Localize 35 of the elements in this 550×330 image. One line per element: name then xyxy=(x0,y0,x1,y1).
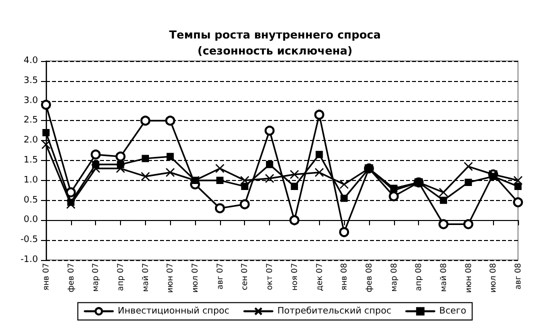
x-tick-label: июл 08 xyxy=(488,263,498,293)
x-tick-label: янв 07 xyxy=(42,263,50,290)
y-tick-label: -0.5 xyxy=(20,235,38,246)
x-tick-label: май 07 xyxy=(140,263,150,292)
y-tick-label: -1.0 xyxy=(20,255,38,265)
y-tick-label: 2.5 xyxy=(24,116,38,126)
y-tick-label: 1.5 xyxy=(24,156,38,166)
legend-label: Инвестиционный спрос xyxy=(118,306,230,316)
x-tick-label: дек 07 xyxy=(314,263,324,292)
x-tick-label: мар 07 xyxy=(91,263,100,292)
chart-title: Темпы роста внутреннего спроса (сезонность исключена) xyxy=(169,28,381,58)
x-tick-label: авг 08 xyxy=(514,263,522,290)
x-tick-label: фев 08 xyxy=(364,263,374,292)
x-tick-label: апр 07 xyxy=(116,263,126,291)
x-tick-label: авг 07 xyxy=(215,263,224,290)
y-tick-label: 1.0 xyxy=(24,175,38,186)
x-tick-label: окт 07 xyxy=(265,263,274,290)
y-tick-label: 2.0 xyxy=(24,136,38,146)
y-tick-label: 3.0 xyxy=(24,96,38,106)
x-tick-label: фев 07 xyxy=(66,263,76,292)
x-tick-label: ноя 07 xyxy=(290,263,299,291)
x-tick-label: июн 07 xyxy=(166,263,175,293)
x-tick-label: июн 08 xyxy=(464,263,473,293)
x-tick-label: мар 08 xyxy=(389,263,398,292)
y-tick-label: 3.5 xyxy=(24,76,38,86)
legend-label: Потребительский спрос xyxy=(277,306,392,316)
x-tick-label: июл 07 xyxy=(190,263,200,293)
x-tick-label: янв 08 xyxy=(340,263,349,290)
legend-label: Всего xyxy=(439,306,467,316)
y-tick-label: 0.0 xyxy=(24,215,38,226)
x-tick-label: апр 08 xyxy=(414,263,424,291)
y-tick-label: 0.5 xyxy=(24,195,38,206)
x-tick-label: май 08 xyxy=(438,263,448,292)
x-tick-label: сен 07 xyxy=(240,263,250,290)
y-tick-label: 4.0 xyxy=(24,56,38,66)
